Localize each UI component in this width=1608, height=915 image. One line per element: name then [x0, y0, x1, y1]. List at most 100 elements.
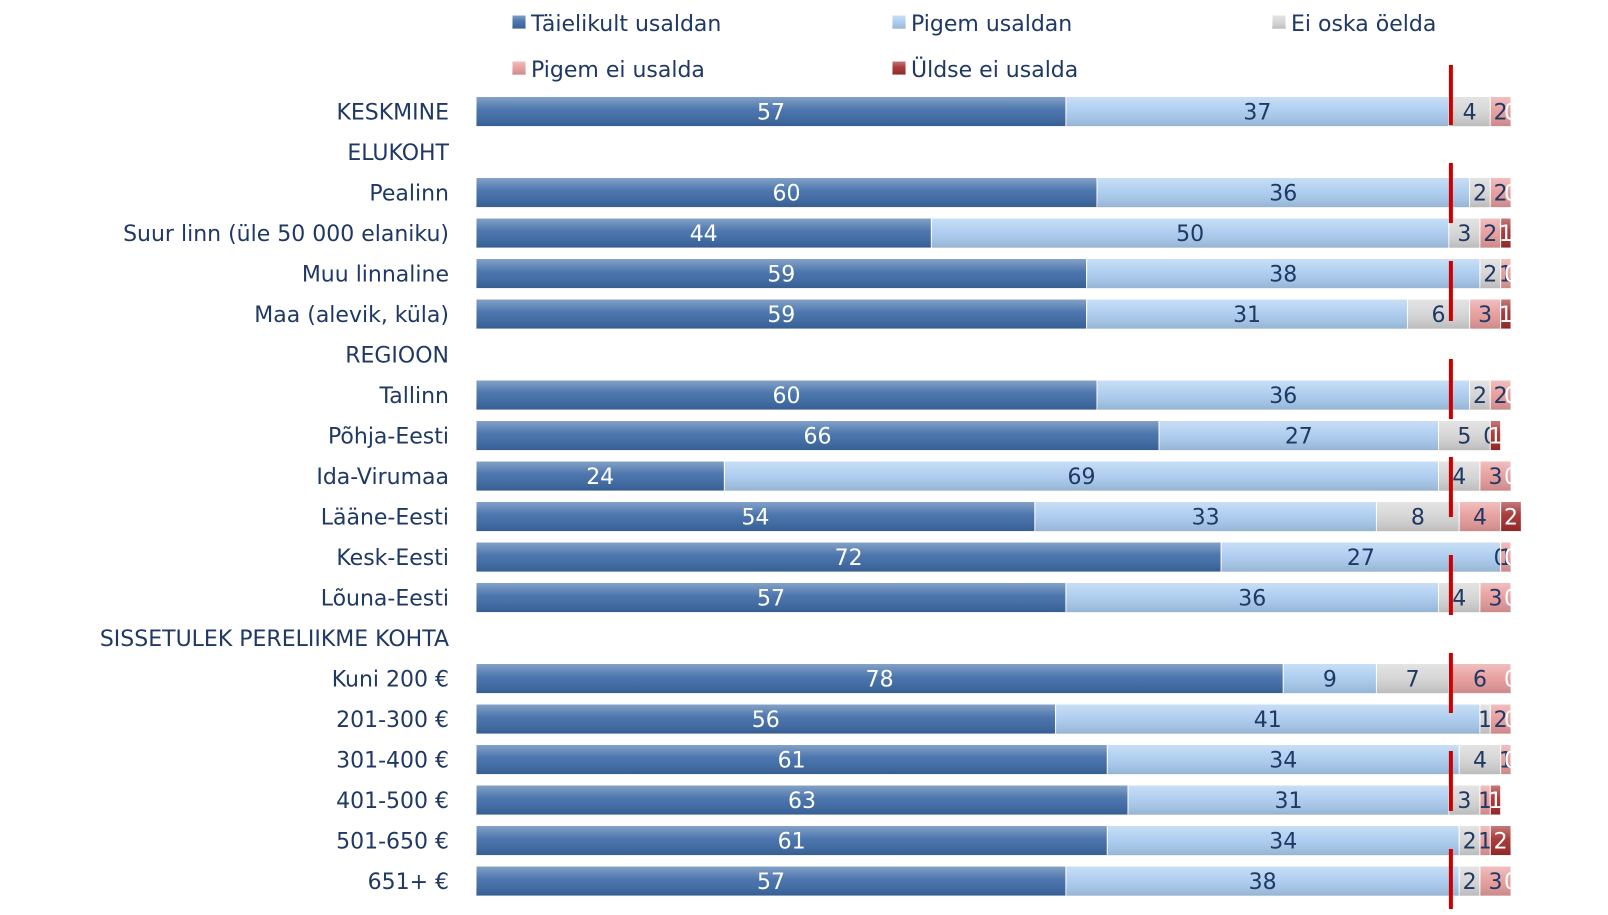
data-label: 2 [1494, 101, 1508, 126]
bar-segment-gloss [476, 380, 1097, 410]
data-label: 27 [1285, 425, 1313, 450]
bar-segment-gloss [476, 744, 1108, 775]
bar-segment-gloss [1500, 501, 1522, 532]
data-label: 3 [1488, 465, 1502, 490]
category-label: REGIOON [345, 344, 449, 369]
category-label: ELUKOHT [347, 141, 449, 166]
category-label: Põhja-Eesti [328, 425, 449, 450]
data-label: 0 [1504, 870, 1518, 895]
bar-segment-gloss [476, 582, 1066, 613]
bar-segment-gloss [1479, 582, 1511, 613]
category-label: Ida-Virumaa [316, 465, 449, 490]
data-label: 1 [1499, 263, 1513, 288]
data-label: 2 [1463, 870, 1477, 895]
data-label: 57 [757, 870, 785, 895]
bar-segment-gloss [724, 461, 1439, 491]
data-label: 1 [1488, 425, 1502, 450]
data-label: 2 [1473, 182, 1487, 207]
bar-segment-gloss [1490, 177, 1511, 208]
data-label: 1 [1478, 708, 1492, 733]
data-label: 1 [1499, 303, 1513, 328]
bar-segment-gloss [1490, 825, 1511, 856]
data-label: 78 [866, 668, 894, 693]
category-label: Muu linnaline [302, 263, 449, 288]
data-label: 50 [1176, 222, 1204, 247]
data-label: 3 [1488, 870, 1502, 895]
bar-segment-gloss [1438, 420, 1491, 451]
data-label: 34 [1269, 749, 1297, 774]
bar-segment-gloss [1376, 501, 1460, 532]
data-label: 3 [1488, 587, 1502, 612]
data-label: 61 [778, 830, 806, 855]
bar-segment-gloss [1086, 299, 1408, 329]
data-label: 72 [835, 546, 863, 571]
data-label: 1 [1499, 749, 1513, 774]
data-label: 57 [757, 101, 785, 126]
data-label: 4 [1452, 465, 1466, 490]
legend-swatch-gloss [892, 15, 906, 29]
data-label: 6 [1432, 303, 1446, 328]
data-label: 0 [1504, 708, 1518, 733]
bar-segment-gloss [1407, 299, 1470, 329]
bar-segment-gloss [1490, 704, 1511, 734]
bar-segment-gloss [476, 542, 1222, 572]
bar-segment-gloss [1448, 785, 1480, 815]
bar-segment-gloss [1479, 866, 1511, 896]
bar-segment-gloss [476, 299, 1087, 329]
category-label: Lõuna-Eesti [321, 587, 449, 612]
data-label: 38 [1269, 263, 1297, 288]
bar-segment-gloss [1479, 825, 1491, 856]
data-label: 2 [1494, 384, 1508, 409]
category-label: Kuni 200 € [332, 668, 449, 693]
data-label: 6 [1473, 668, 1487, 693]
bar-segment-gloss [1438, 461, 1480, 491]
bar-segment-gloss [1438, 582, 1480, 613]
category-label: Maa (alevik, küla) [254, 303, 449, 328]
data-label: 31 [1233, 303, 1261, 328]
data-label: 2 [1473, 384, 1487, 409]
legend-swatch-gloss [892, 61, 906, 75]
data-label: 4 [1463, 101, 1477, 126]
bar-segment-gloss [1159, 420, 1439, 451]
bar-segment-gloss [476, 96, 1066, 127]
category-label: 301-400 € [336, 749, 449, 774]
data-label: 3 [1457, 789, 1471, 814]
category-label: Lääne-Eesti [321, 506, 449, 531]
bar-segment-gloss [1086, 258, 1480, 289]
category-label: Pealinn [369, 182, 449, 207]
legend-swatch-gloss [512, 15, 526, 29]
data-label: 54 [741, 506, 769, 531]
bar-segment-gloss [476, 461, 725, 491]
bar-segment-gloss [1459, 744, 1501, 775]
category-label: KESKMINE [336, 101, 449, 126]
bar-segment-gloss [1128, 785, 1449, 815]
category-label: 501-650 € [336, 830, 449, 855]
bar-segment-gloss [476, 825, 1108, 856]
data-label: 27 [1347, 546, 1375, 571]
bar-segment-gloss [1469, 299, 1501, 329]
data-label: 38 [1249, 870, 1277, 895]
data-label: 0 [1504, 587, 1518, 612]
legend-label: Täielikult usaldan [530, 12, 721, 37]
bar-segment-gloss [1500, 542, 1511, 572]
data-label: 59 [767, 263, 795, 288]
legend-label: Ei oska öelda [1291, 12, 1436, 37]
bar-segment-gloss [1479, 704, 1491, 734]
bar-segment-gloss [1459, 501, 1501, 532]
bar-segment-gloss [1479, 785, 1491, 815]
data-label: 2 [1483, 222, 1497, 247]
data-label: 1 [1478, 830, 1492, 855]
data-label: 60 [773, 182, 801, 207]
data-label: 0 [1504, 182, 1518, 207]
bar-segment-gloss [1097, 177, 1470, 208]
data-label: 57 [757, 587, 785, 612]
category-label: Kesk-Eesti [336, 546, 449, 571]
data-label: 0 [1504, 101, 1518, 126]
bar-segment-gloss [1500, 218, 1511, 248]
bar-segment-gloss [1221, 542, 1501, 572]
bar-segment-gloss [476, 218, 932, 248]
data-label: 34 [1269, 830, 1297, 855]
legend-label: Pigem ei usalda [531, 58, 705, 83]
bar-segment-gloss [1097, 380, 1470, 410]
